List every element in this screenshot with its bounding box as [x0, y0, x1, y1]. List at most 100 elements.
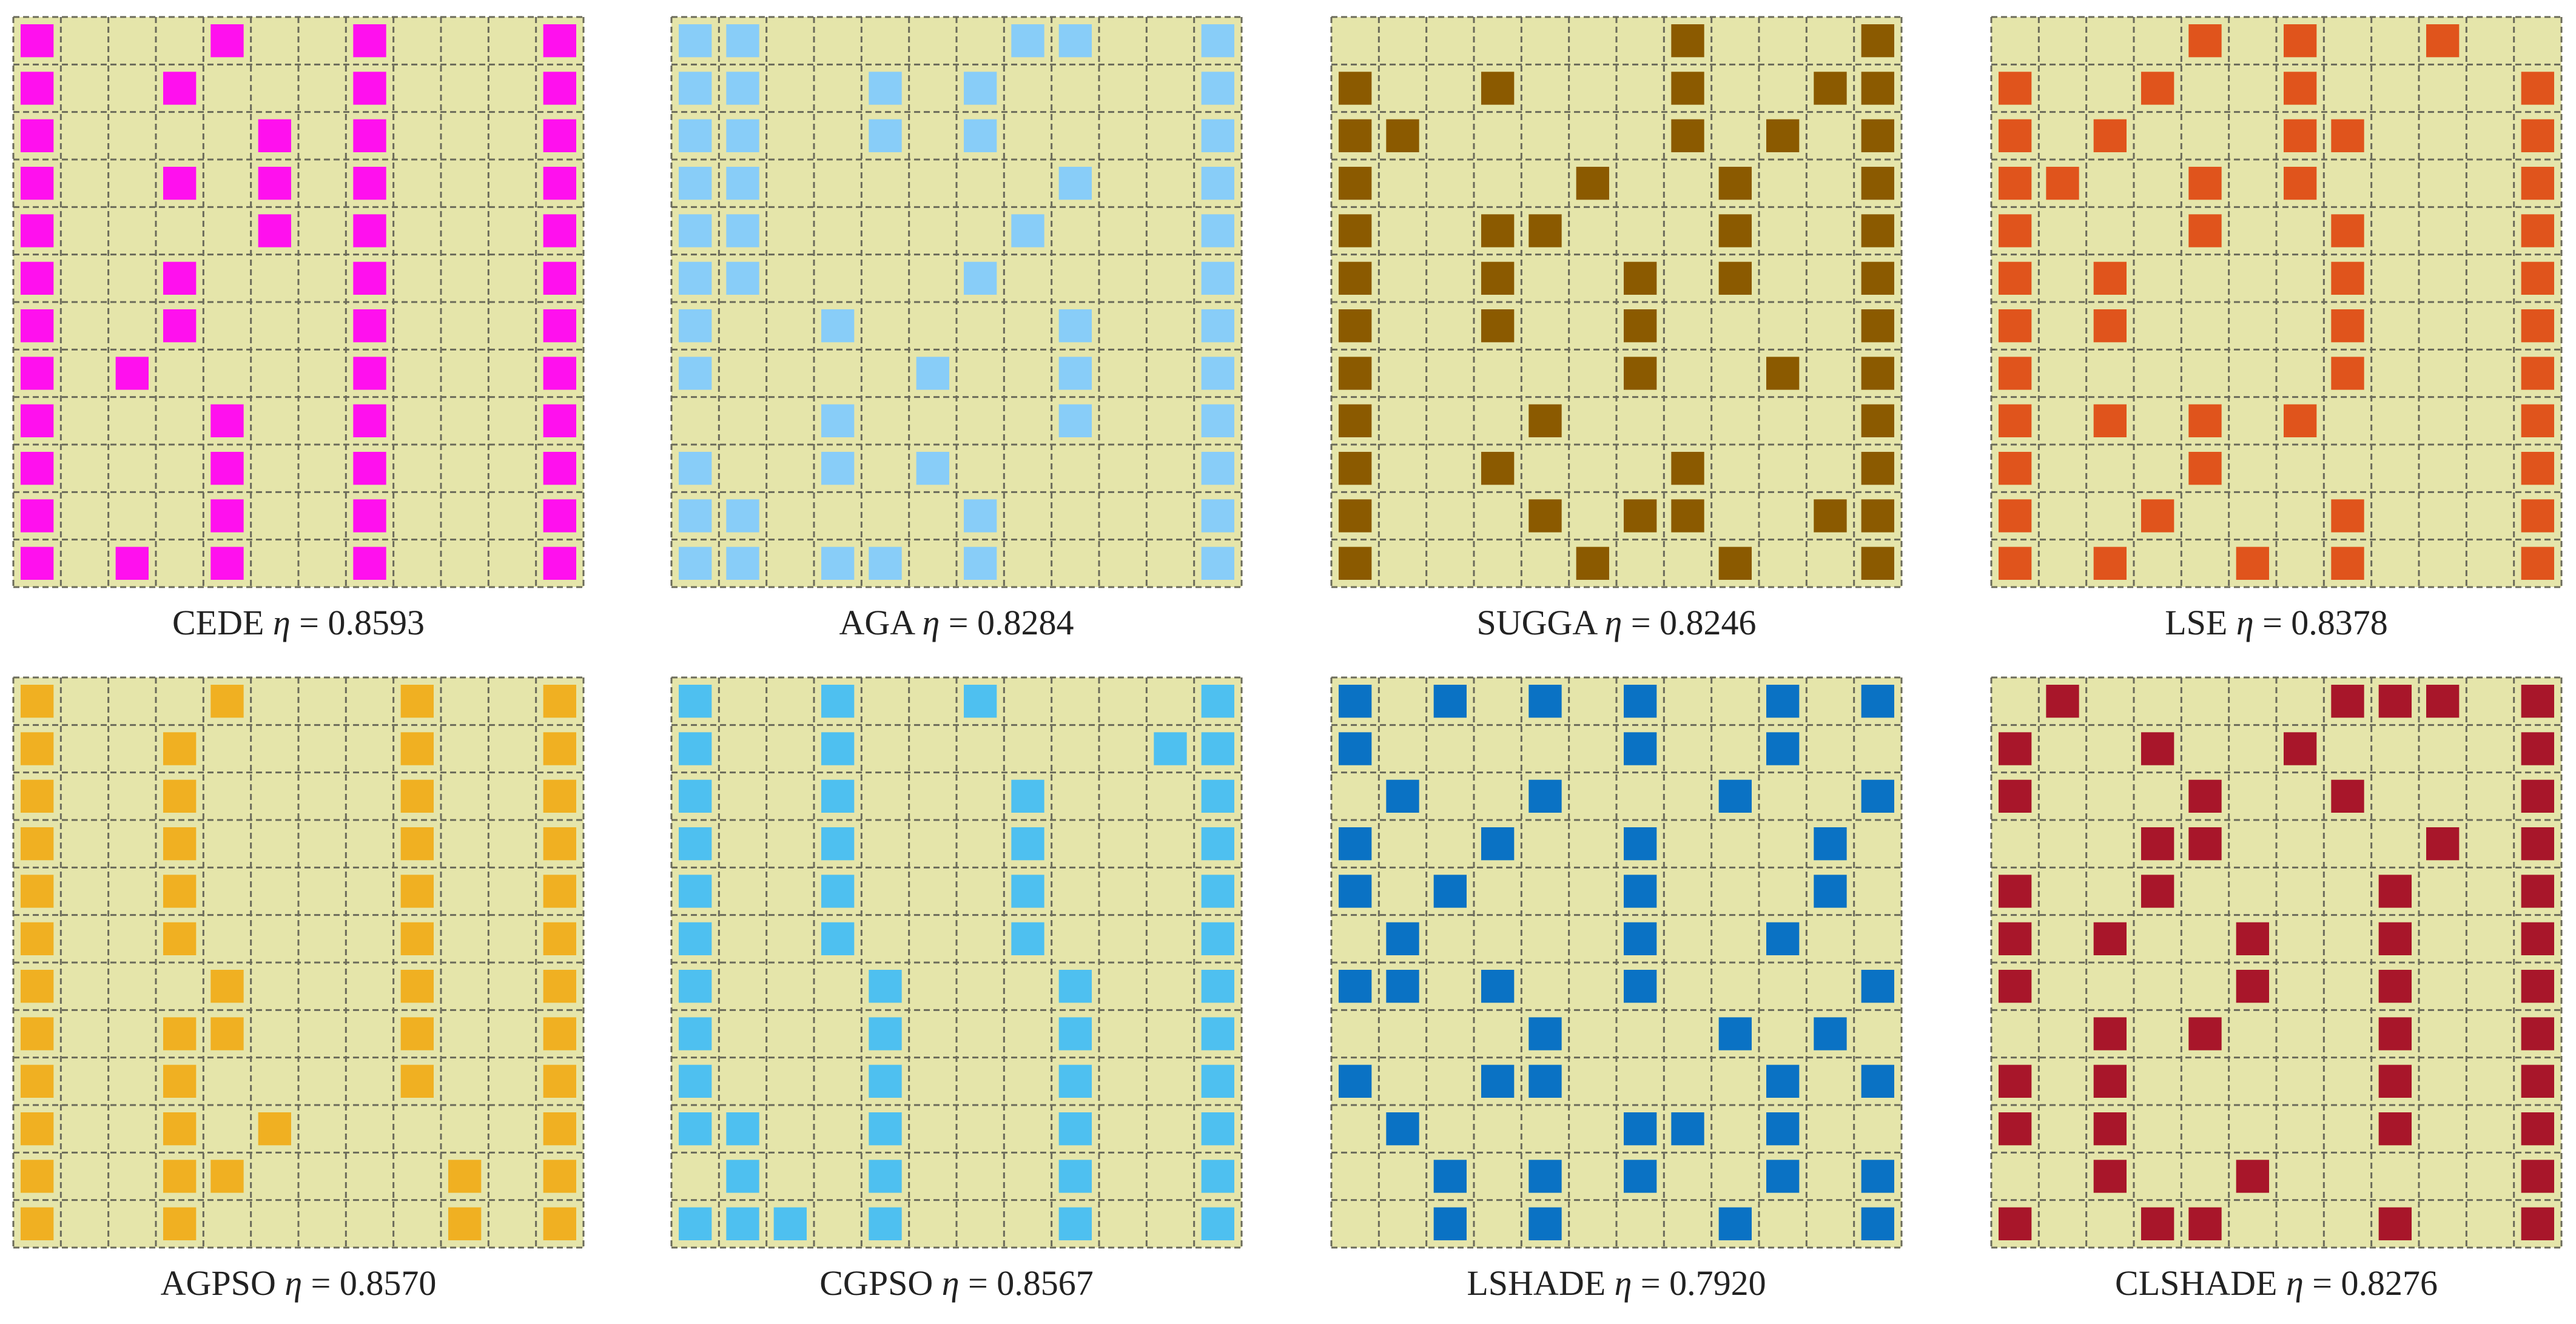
grid-cell-filled [2521, 1160, 2554, 1193]
grid-cell-filled [2093, 546, 2127, 580]
panel-agpso: AGPSO η = 0.8570 [12, 676, 585, 1320]
grid-cell-filled [353, 452, 386, 485]
panel-caption: AGPSO η = 0.8570 [13, 1266, 583, 1301]
grid-cell-filled [1058, 1207, 1092, 1240]
grid-cell-filled [2331, 499, 2364, 533]
grid-cell-filled [258, 119, 291, 152]
grid-cell-filled [1481, 214, 1515, 247]
grid-cell-filled [1999, 732, 2032, 765]
grid-cell-filled [1766, 119, 1800, 152]
grid-cell-filled [1386, 779, 1419, 813]
grid-cell-filled [679, 24, 712, 58]
grid-cell-filled [258, 1112, 291, 1146]
grid-cell-filled [2284, 167, 2317, 200]
grid-cell-filled [821, 922, 855, 955]
grid-cell-filled [1861, 261, 1894, 295]
grid-cell-filled [400, 970, 434, 1003]
grid-cell-filled [1339, 214, 1372, 247]
grid-cell-filled [869, 119, 902, 152]
grid-cell-filled [1671, 1112, 1704, 1146]
grid-cell-filled [2331, 214, 2364, 247]
grid-cell-filled [1999, 261, 2032, 295]
grid-cell-filled [1861, 499, 1894, 533]
grid-cell-filled [2378, 922, 2412, 955]
grid-cell-filled [1718, 214, 1752, 247]
panel-caption: CEDE η = 0.8593 [13, 605, 583, 640]
grid-cell-filled [21, 546, 54, 580]
grid-cell-filled [821, 452, 855, 485]
grid-cell-filled [210, 685, 244, 718]
grid-cell-filled [2236, 546, 2269, 580]
grid-cell-filled [2331, 261, 2364, 295]
grid-cell-filled [1201, 970, 1234, 1003]
grid-cell-filled [400, 875, 434, 908]
grid-cell-filled [210, 452, 244, 485]
grid-cell-filled [1339, 357, 1372, 390]
grid-cell-filled [1999, 875, 2032, 908]
grid-lse [1990, 16, 2563, 588]
grid-cell-filled [21, 875, 54, 908]
eta-symbol: η [284, 1263, 303, 1303]
grid-cell-filled [869, 1112, 902, 1146]
grid-cell-filled [2141, 875, 2174, 908]
algorithm-name: LSHADE [1467, 1263, 1615, 1303]
grid-cell-filled [2093, 1017, 2127, 1050]
grid-cell-filled [1766, 1064, 1800, 1098]
grid-cell-filled [1624, 309, 1657, 343]
grid-cell-filled [1999, 1064, 2032, 1098]
grid-cell-filled [964, 546, 997, 580]
grid-cell-filled [21, 452, 54, 485]
grid-cell-filled [679, 261, 712, 295]
grid-cell-filled [726, 24, 759, 58]
grid-cell-filled [258, 214, 291, 247]
grid-cell-filled [1339, 827, 1372, 861]
grid-cell-filled [1201, 922, 1234, 955]
grid-cell-filled [400, 922, 434, 955]
grid-cell-filled [2331, 779, 2364, 813]
grid-cell-filled [2141, 499, 2174, 533]
grid-cell-filled [353, 119, 386, 152]
grid-cell-filled [726, 1207, 759, 1240]
grid-cell-filled [543, 922, 576, 955]
grid-cell-filled [1011, 779, 1044, 813]
grid-cell-filled [2331, 119, 2364, 152]
grid-cell-filled [964, 685, 997, 718]
grid-cell-filled [21, 827, 54, 861]
grid-cell-filled [400, 1017, 434, 1050]
grid-cell-filled [543, 1160, 576, 1193]
grid-agpso [12, 676, 585, 1249]
grid-cell-filled [1861, 546, 1894, 580]
grid-cell-filled [2331, 309, 2364, 343]
grid-cell-filled [115, 357, 149, 390]
algorithm-name: AGPSO [160, 1263, 285, 1303]
grid-cell-filled [2188, 24, 2222, 58]
grid-cell-filled [679, 214, 712, 247]
grid-cell-filled [1201, 404, 1234, 437]
grid-cell-filled [1718, 1207, 1752, 1240]
grid-cell-filled [726, 546, 759, 580]
grid-cell-filled [1011, 827, 1044, 861]
grid-cell-filled [163, 827, 197, 861]
grid-cell-filled [21, 685, 54, 718]
grid-cell-filled [2188, 779, 2222, 813]
grid-cell-filled [726, 499, 759, 533]
grid-cell-filled [1339, 309, 1372, 343]
grid-cell-filled [726, 1160, 759, 1193]
grid-cell-filled [1201, 779, 1234, 813]
grid-cell-filled [2141, 72, 2174, 105]
grid-cell-filled [679, 499, 712, 533]
grid-cell-filled [1999, 119, 2032, 152]
grid-cell-filled [543, 546, 576, 580]
grid-cell-filled [2521, 309, 2554, 343]
grid-cell-filled [679, 732, 712, 765]
grid-cell-filled [163, 167, 197, 200]
grid-cell-filled [1861, 685, 1894, 718]
grid-cell-filled [1624, 732, 1657, 765]
grid-cell-filled [679, 875, 712, 908]
grid-cell-filled [1201, 72, 1234, 105]
grid-cell-filled [869, 1017, 902, 1050]
grid-cell-filled [679, 119, 712, 152]
grid-cell-filled [21, 1064, 54, 1098]
grid-cell-filled [1481, 970, 1515, 1003]
grid-cell-filled [1528, 1207, 1562, 1240]
